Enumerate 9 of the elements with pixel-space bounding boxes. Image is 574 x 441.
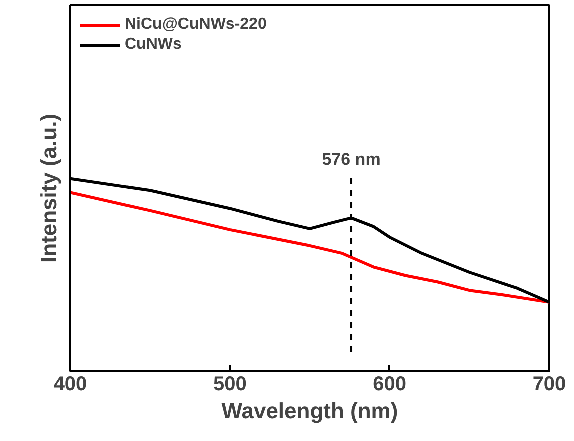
ref-line-label: 576 nm	[322, 150, 381, 170]
y-axis-title: Intensity (a.u.)	[36, 114, 62, 264]
x-tick-label: 700	[532, 374, 566, 396]
legend-label: NiCu@CuNWs-220	[125, 16, 267, 34]
x-tick-label: 600	[373, 374, 407, 396]
x-axis-title: Wavelength (nm)	[222, 398, 398, 424]
legend-label: CuNWs	[125, 36, 182, 54]
x-tick-label: 400	[54, 374, 88, 396]
x-tick-label: 500	[213, 374, 247, 396]
